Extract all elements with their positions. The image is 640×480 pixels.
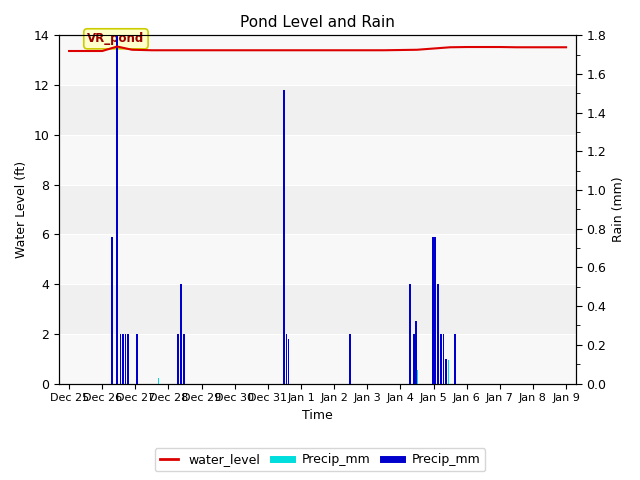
Bar xyxy=(59,135,576,184)
Bar xyxy=(409,284,411,384)
water_level xyxy=(563,44,570,50)
water_level xyxy=(148,48,156,53)
Bar xyxy=(445,359,447,384)
water_level xyxy=(280,48,288,53)
Bar xyxy=(116,374,118,384)
Bar xyxy=(285,334,287,384)
water_level xyxy=(479,44,487,50)
water_level xyxy=(113,44,121,49)
Bar xyxy=(184,334,186,384)
Bar xyxy=(432,237,434,384)
Title: Pond Level and Rain: Pond Level and Rain xyxy=(240,15,395,30)
Bar xyxy=(183,376,184,384)
Y-axis label: Rain (mm): Rain (mm) xyxy=(612,177,625,242)
Bar xyxy=(287,339,289,384)
Text: VR_pond: VR_pond xyxy=(87,32,145,45)
water_level xyxy=(181,48,189,53)
water_level xyxy=(429,46,437,51)
water_level xyxy=(463,44,470,50)
Bar xyxy=(454,334,456,384)
Bar xyxy=(180,284,182,384)
Bar xyxy=(437,284,439,384)
water_level xyxy=(546,44,554,50)
water_level xyxy=(82,48,90,54)
Legend: water_level, Precip_mm, Precip_mm: water_level, Precip_mm, Precip_mm xyxy=(155,448,485,471)
water_level xyxy=(496,44,504,50)
Bar xyxy=(125,334,126,384)
Bar xyxy=(440,334,442,384)
water_level xyxy=(65,48,73,54)
water_level xyxy=(529,44,537,50)
Bar xyxy=(443,334,444,384)
water_level xyxy=(314,48,321,53)
Bar xyxy=(111,237,113,384)
Bar xyxy=(177,334,179,384)
water_level xyxy=(413,47,421,53)
Bar xyxy=(59,36,576,85)
Bar xyxy=(448,360,449,384)
water_level xyxy=(214,48,222,53)
Bar xyxy=(136,334,138,384)
Bar xyxy=(59,234,576,284)
Bar xyxy=(59,334,576,384)
Bar xyxy=(349,334,351,384)
Bar xyxy=(127,334,129,384)
Bar xyxy=(158,378,159,384)
water_level xyxy=(128,47,136,53)
water_level xyxy=(347,48,355,53)
water_level xyxy=(264,48,272,53)
water_level xyxy=(380,48,388,53)
Bar xyxy=(116,36,118,384)
Bar xyxy=(122,334,124,384)
Bar xyxy=(283,90,285,384)
Bar xyxy=(120,334,122,384)
Bar xyxy=(417,370,418,384)
Bar xyxy=(413,334,415,384)
water_level xyxy=(248,48,255,53)
water_level xyxy=(446,44,454,50)
Bar xyxy=(283,372,284,384)
Y-axis label: Water Level (ft): Water Level (ft) xyxy=(15,161,28,258)
water_level xyxy=(99,48,106,54)
Bar xyxy=(435,237,436,384)
water_level xyxy=(513,44,520,50)
X-axis label: Time: Time xyxy=(302,409,333,422)
Line: water_level: water_level xyxy=(69,47,566,51)
Bar xyxy=(415,321,417,384)
